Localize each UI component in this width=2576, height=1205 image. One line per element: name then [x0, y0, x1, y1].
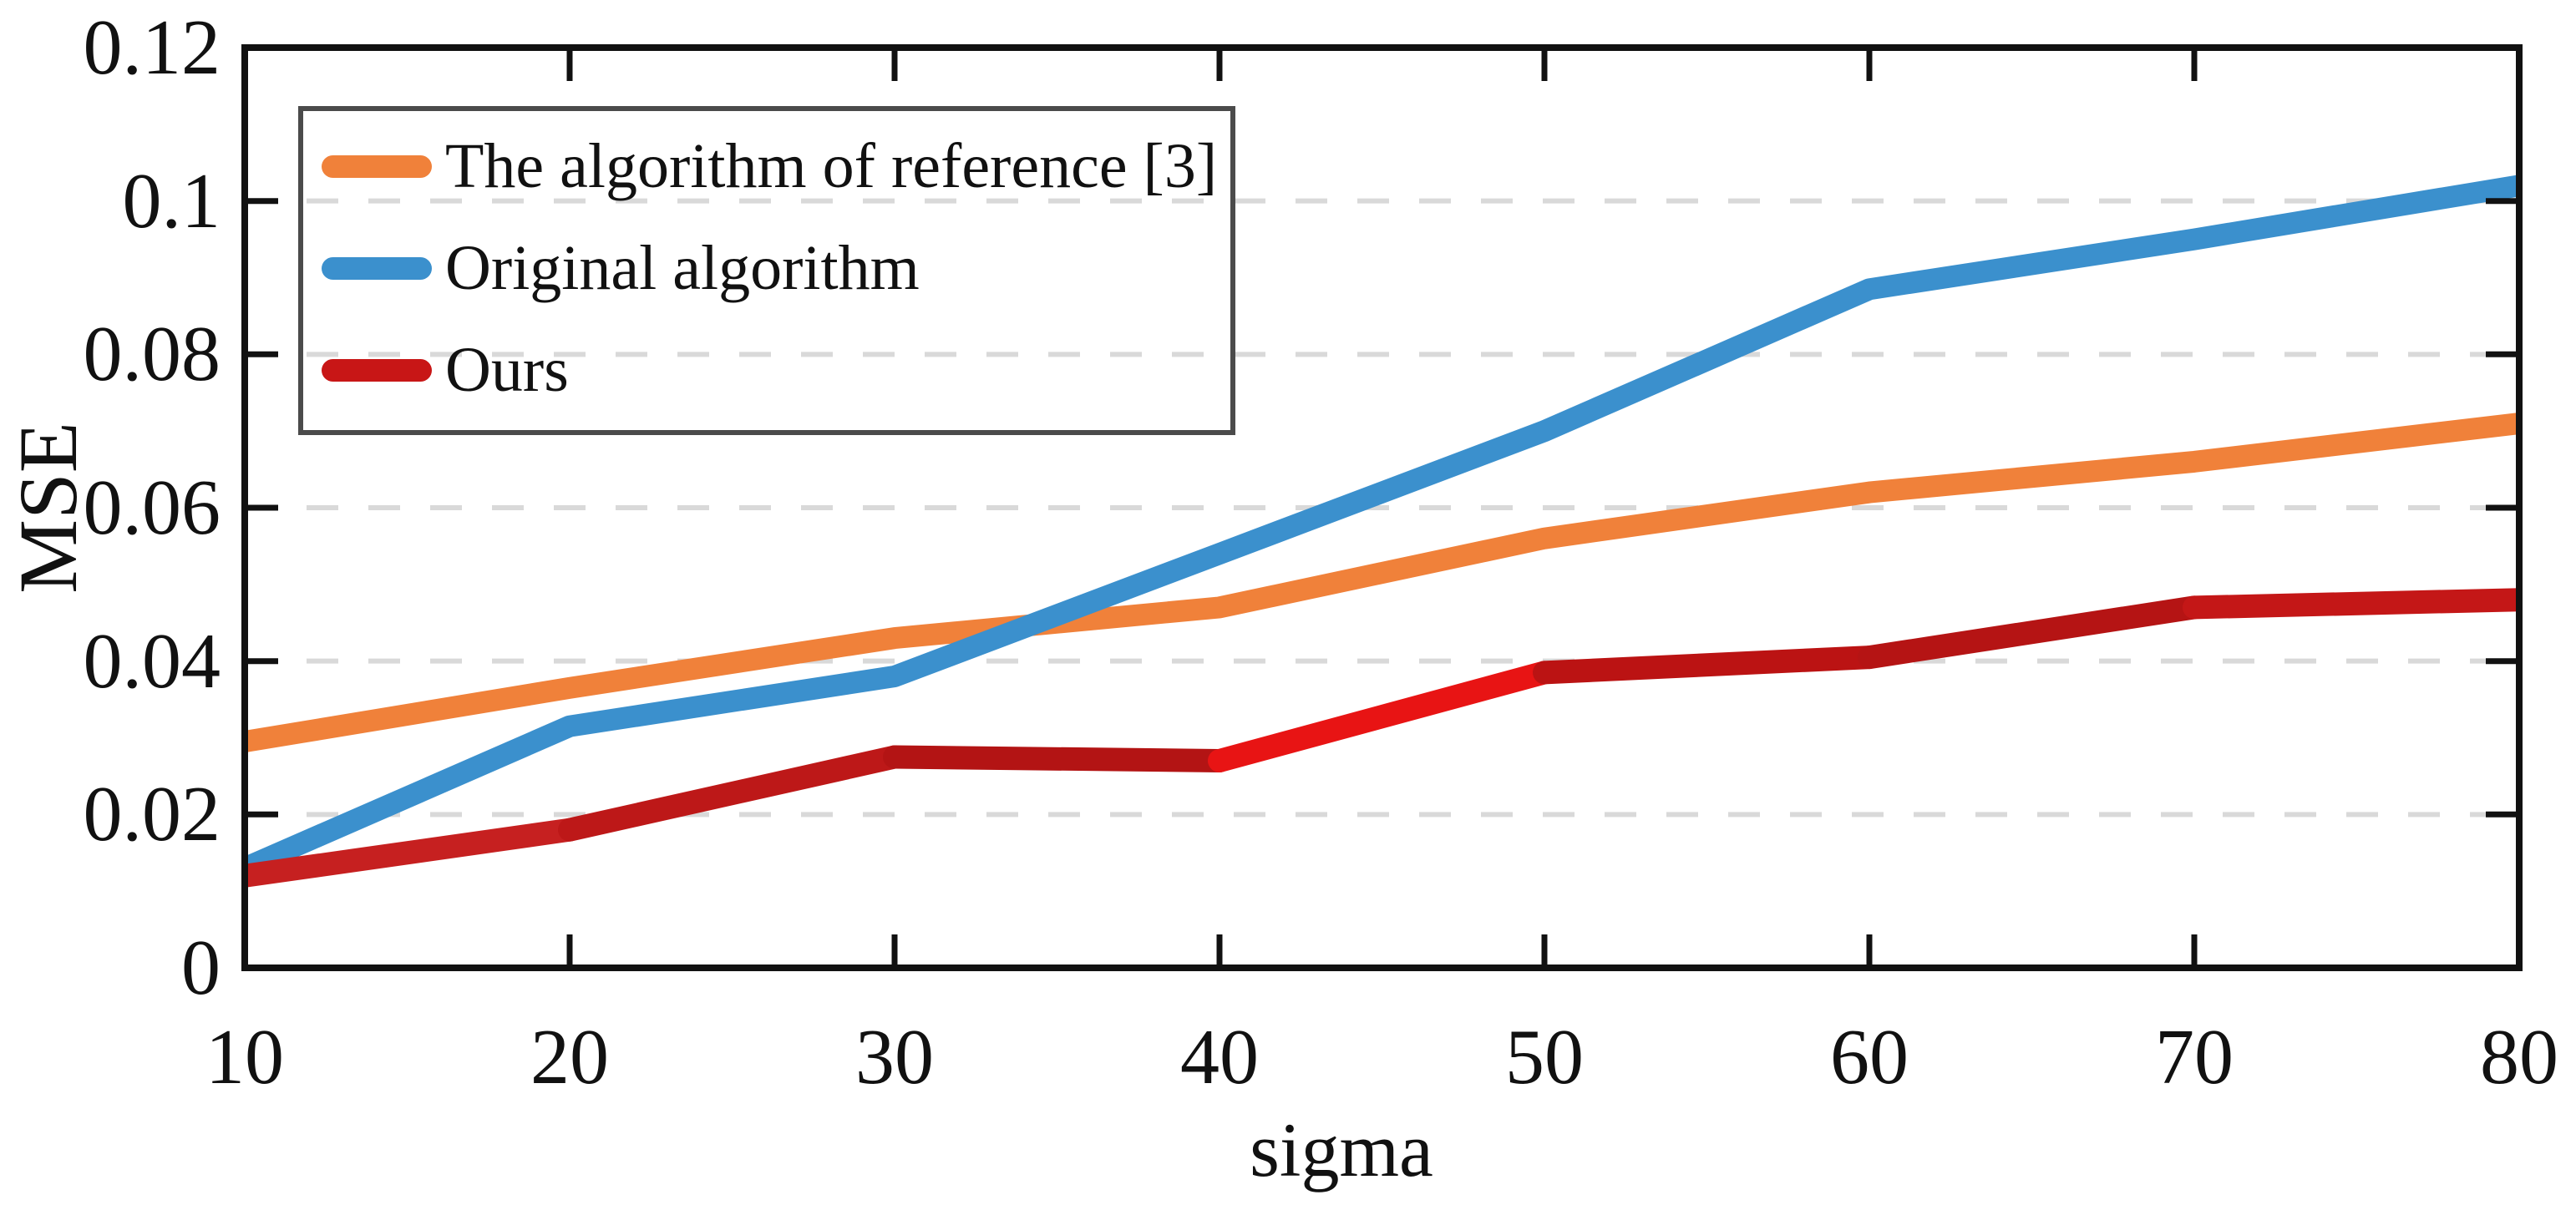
y-tick-label: 0.1	[122, 157, 221, 245]
x-tick-label: 30	[855, 1014, 934, 1101]
x-tick-label: 70	[2155, 1014, 2234, 1101]
y-tick-label: 0.12	[83, 4, 221, 91]
series-line-2-segment	[245, 818, 581, 888]
legend-swatch	[322, 256, 432, 280]
series-line-0	[245, 413, 2519, 752]
x-tick-label: 50	[1505, 1014, 1584, 1101]
series-line-2-segment	[2183, 588, 2519, 620]
series-line-2-segment	[1858, 595, 2206, 670]
legend-label: Ours	[445, 335, 569, 405]
series-line-2-segment	[1533, 646, 1881, 685]
legend-item: Ours	[322, 328, 1222, 412]
x-tick-label: 80	[2480, 1014, 2558, 1101]
y-tick-label: 0	[181, 924, 221, 1011]
legend-item: The algorithm of reference [3]	[322, 124, 1222, 208]
series-line-1	[245, 175, 2519, 878]
x-tick-label: 40	[1180, 1014, 1259, 1101]
y-tick-label: 0.02	[83, 771, 221, 858]
y-tick-label: 0.06	[83, 464, 221, 551]
legend-label: Original algorithm	[445, 233, 920, 303]
x-axis-label: sigma	[1250, 1107, 1433, 1192]
legend-item: Original algorithm	[322, 226, 1222, 310]
legend-swatch	[322, 358, 432, 382]
x-tick-label: 20	[530, 1014, 609, 1101]
x-tick-label: 60	[1830, 1014, 1909, 1101]
series-line-2-segment	[558, 745, 906, 842]
y-tick-label: 0.08	[83, 311, 221, 398]
legend: The algorithm of reference [3] Original …	[298, 106, 1235, 435]
series-line-2-segment	[1208, 661, 1556, 772]
legend-swatch	[322, 154, 432, 178]
y-axis-label: MSE	[2, 422, 94, 594]
legend-label: The algorithm of reference [3]	[445, 131, 1218, 201]
y-tick-label: 0.04	[83, 617, 221, 705]
x-tick-label: 10	[205, 1014, 284, 1101]
series-line-2-segment	[883, 745, 1231, 772]
